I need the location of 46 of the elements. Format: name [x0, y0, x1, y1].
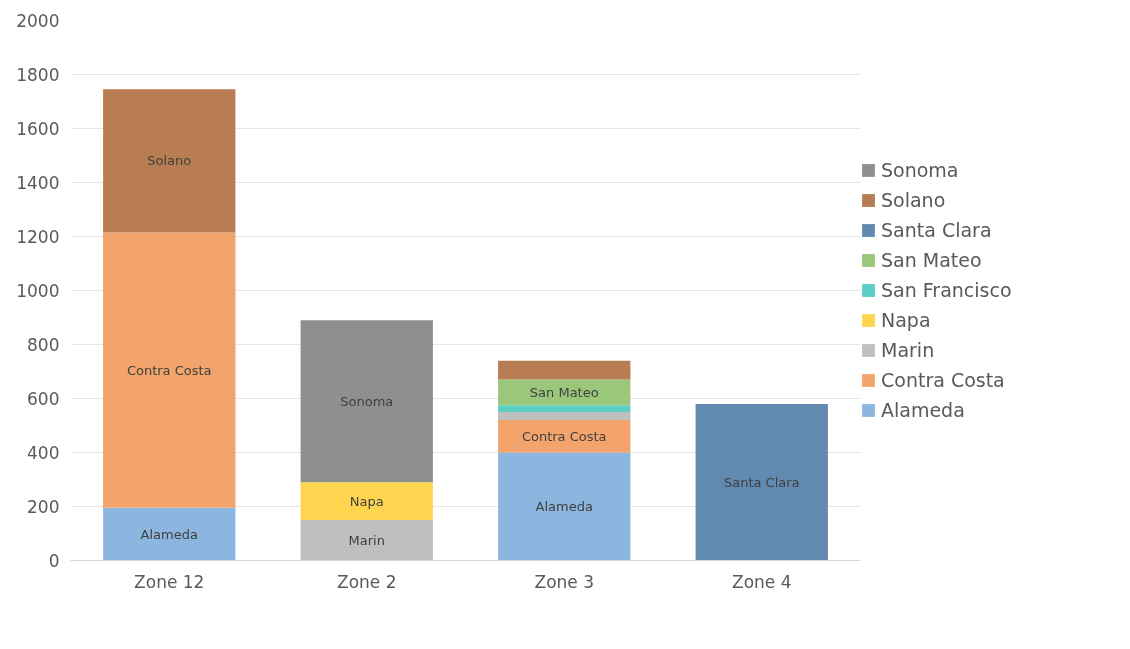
y-tick-label: 2000 [16, 11, 60, 31]
bar [498, 360, 631, 380]
data-label: Alameda [140, 526, 198, 542]
y-tick-label: 0 [48, 551, 60, 571]
legend-label: San Mateo [881, 249, 982, 271]
bar [498, 452, 631, 561]
legend-label: Sonoma [881, 159, 959, 181]
x-tick-label: Zone 4 [732, 571, 792, 592]
legend-label: San Francisco [881, 279, 1012, 301]
y-tick-label: 600 [27, 389, 60, 409]
legend-label: Solano [881, 189, 946, 211]
legend-label: Santa Clara [881, 219, 992, 241]
data-label: Santa Clara [723, 474, 800, 490]
data-label: Contra Costa [126, 362, 212, 378]
data-label: Alameda [535, 499, 593, 514]
data-label: Marin [348, 532, 385, 548]
y-tick-label: 1800 [16, 65, 60, 85]
y-tick-label: 1400 [16, 173, 60, 193]
data-label: Solano [147, 153, 192, 169]
bar [103, 89, 236, 233]
bar [498, 420, 631, 453]
data-label: Napa [349, 493, 384, 509]
bar [498, 405, 631, 412]
legend-label: Contra Costa [881, 369, 1005, 391]
legend-label: Alameda [881, 399, 965, 421]
x-tick-label: Zone 2 [337, 571, 397, 592]
data-label: San Mateo [529, 384, 599, 400]
bar [695, 403, 828, 561]
y-tick-label: 400 [27, 443, 60, 463]
y-tick-label: 1600 [16, 119, 60, 139]
data-label: Sonoma [340, 393, 394, 409]
bar [300, 320, 433, 483]
bar [300, 520, 433, 561]
x-tick-label: Zone 3 [534, 571, 594, 592]
legend-label: Marin [881, 339, 935, 361]
y-tick-label: 200 [27, 497, 60, 517]
bar [103, 507, 236, 561]
bar [300, 482, 433, 520]
y-tick-label: 1200 [16, 227, 60, 247]
data-label: Contra Costa [521, 428, 607, 444]
bar [103, 232, 236, 508]
bar [498, 412, 631, 421]
y-tick-label: 1000 [16, 281, 60, 301]
legend-label: Napa [881, 309, 931, 331]
y-tick-label: 800 [27, 335, 60, 355]
x-tick-label: Zone 12 [134, 571, 205, 592]
